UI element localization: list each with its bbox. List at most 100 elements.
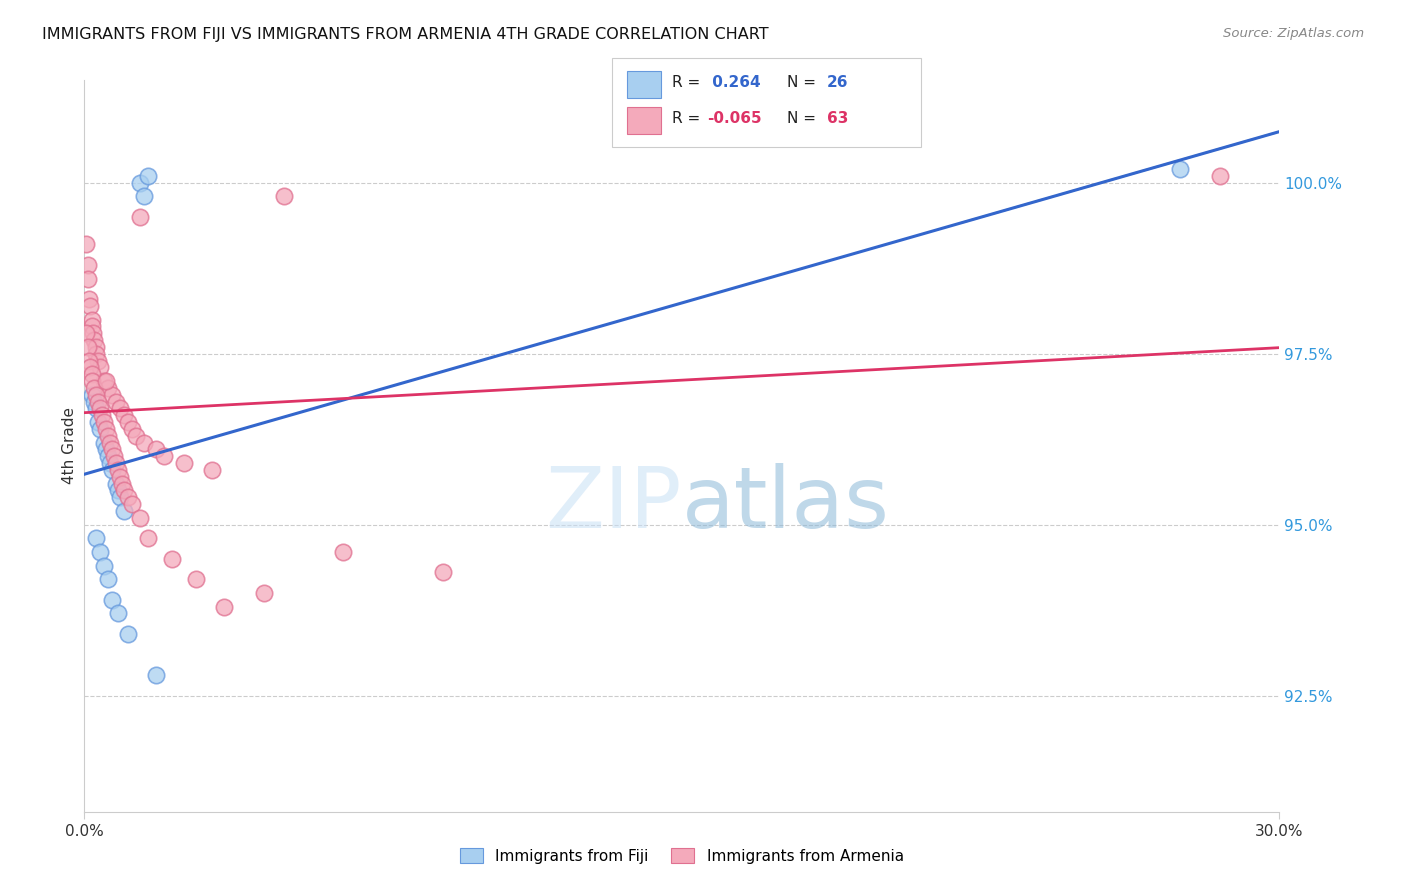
Text: atlas: atlas: [682, 463, 890, 546]
Point: [75, 237, 97, 252]
Point: [76, 258, 98, 272]
Point: [129, 510, 152, 524]
Point: [96, 374, 118, 388]
Point: [97, 449, 120, 463]
Point: [173, 456, 195, 470]
Point: [86, 531, 108, 545]
Point: [107, 607, 129, 621]
Text: R =: R =: [672, 112, 706, 126]
Point: [273, 189, 295, 203]
Point: [75, 326, 97, 341]
Point: [89, 545, 111, 559]
Point: [1168, 162, 1191, 177]
Point: [83, 381, 105, 395]
Point: [84, 340, 107, 354]
Point: [82, 374, 104, 388]
Point: [132, 189, 156, 203]
Point: [79, 360, 101, 375]
Point: [136, 531, 159, 545]
Point: [101, 592, 124, 607]
Point: [184, 572, 207, 586]
Point: [93, 374, 115, 388]
Text: ZIP: ZIP: [546, 463, 682, 546]
Point: [136, 169, 159, 183]
Point: [201, 463, 224, 477]
Point: [110, 469, 132, 483]
Point: [1209, 169, 1232, 183]
Point: [105, 394, 128, 409]
Point: [89, 401, 111, 416]
Point: [77, 292, 100, 306]
Point: [86, 388, 108, 402]
Point: [97, 572, 120, 586]
Point: [153, 449, 176, 463]
Point: [112, 409, 135, 423]
Text: N =: N =: [787, 112, 821, 126]
Point: [87, 394, 110, 409]
Point: [77, 271, 100, 285]
Point: [212, 599, 235, 614]
Point: [132, 435, 156, 450]
Point: [77, 353, 100, 368]
Point: [86, 347, 108, 361]
Text: 26: 26: [827, 76, 848, 90]
Point: [83, 394, 105, 409]
Point: [83, 333, 105, 347]
Point: [112, 504, 135, 518]
Point: [145, 442, 167, 457]
Point: [125, 429, 148, 443]
Point: [89, 422, 111, 436]
Point: [432, 566, 454, 580]
Point: [110, 490, 132, 504]
Point: [82, 319, 104, 334]
Point: [96, 422, 118, 436]
Point: [93, 558, 115, 573]
Point: [87, 415, 110, 429]
Point: [80, 368, 103, 382]
Text: R =: R =: [672, 76, 706, 90]
Point: [82, 326, 104, 341]
Point: [93, 415, 115, 429]
Point: [160, 551, 183, 566]
Point: [76, 340, 98, 354]
Point: [253, 586, 276, 600]
Point: [332, 545, 354, 559]
Point: [93, 435, 115, 450]
Point: [110, 401, 132, 416]
Point: [101, 442, 124, 457]
Text: 0.264: 0.264: [707, 76, 761, 90]
Point: [97, 381, 120, 395]
Point: [129, 176, 152, 190]
Point: [117, 627, 139, 641]
Text: -0.065: -0.065: [707, 112, 762, 126]
Text: 63: 63: [827, 112, 848, 126]
Text: Source: ZipAtlas.com: Source: ZipAtlas.com: [1223, 27, 1364, 40]
Point: [117, 415, 139, 429]
Point: [91, 409, 114, 423]
Text: IMMIGRANTS FROM FIJI VS IMMIGRANTS FROM ARMENIA 4TH GRADE CORRELATION CHART: IMMIGRANTS FROM FIJI VS IMMIGRANTS FROM …: [42, 27, 769, 42]
Text: N =: N =: [787, 76, 821, 90]
Point: [121, 497, 143, 511]
Point: [98, 435, 121, 450]
Point: [87, 353, 110, 368]
Point: [101, 463, 124, 477]
Point: [96, 442, 118, 457]
Point: [101, 388, 124, 402]
Point: [145, 668, 167, 682]
Point: [97, 429, 120, 443]
Point: [107, 483, 129, 498]
Point: [82, 388, 104, 402]
Legend: Immigrants from Fiji, Immigrants from Armenia: Immigrants from Fiji, Immigrants from Ar…: [454, 842, 910, 870]
Point: [105, 476, 128, 491]
Point: [107, 463, 129, 477]
Point: [121, 422, 143, 436]
Point: [80, 312, 103, 326]
Point: [112, 483, 135, 498]
Point: [111, 476, 134, 491]
Point: [86, 401, 108, 416]
Point: [79, 299, 101, 313]
Point: [89, 360, 111, 375]
Point: [98, 456, 121, 470]
Point: [117, 490, 139, 504]
Y-axis label: 4th Grade: 4th Grade: [62, 408, 77, 484]
